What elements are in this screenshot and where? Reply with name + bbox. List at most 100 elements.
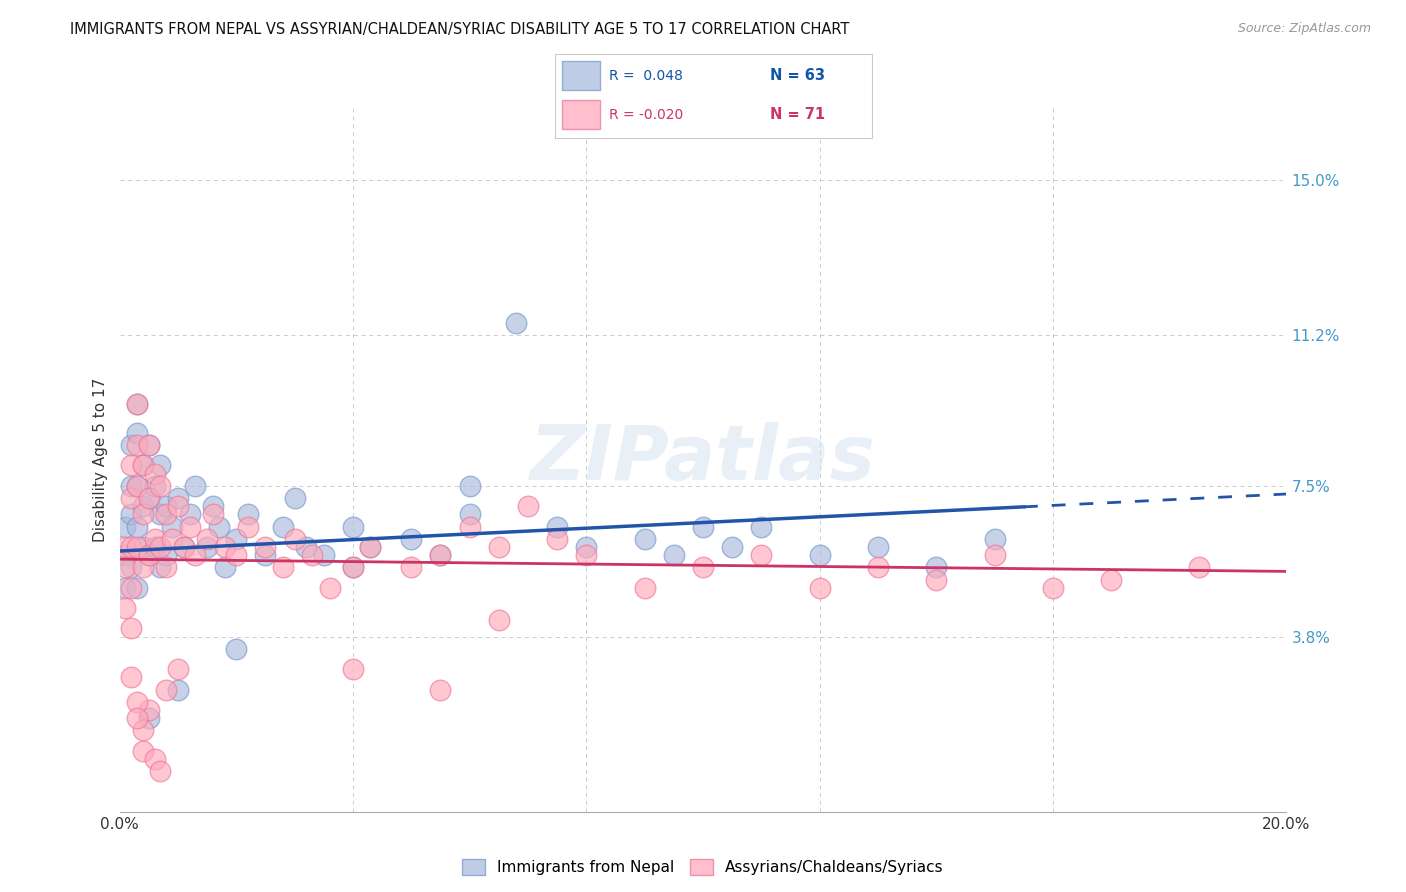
Point	[488, 613, 510, 627]
Point	[692, 560, 714, 574]
Point	[749, 519, 772, 533]
Point	[132, 560, 155, 574]
Point	[120, 560, 142, 574]
Point	[505, 316, 527, 330]
Point	[114, 548, 136, 562]
Point	[342, 560, 364, 574]
Point	[184, 479, 207, 493]
Point	[179, 519, 201, 533]
Point	[575, 540, 598, 554]
Point	[195, 532, 218, 546]
Point	[173, 540, 195, 554]
Point	[138, 438, 160, 452]
Text: R = -0.020: R = -0.020	[609, 108, 683, 121]
Point	[114, 560, 136, 574]
Point	[225, 532, 247, 546]
Point	[138, 491, 160, 505]
Point	[149, 540, 172, 554]
Point	[138, 703, 160, 717]
Point	[120, 458, 142, 473]
Point	[458, 508, 481, 522]
Point	[662, 548, 685, 562]
Point	[866, 560, 889, 574]
Text: ZIPatlas: ZIPatlas	[530, 423, 876, 496]
Point	[318, 581, 340, 595]
Point	[359, 540, 381, 554]
Point	[342, 662, 364, 676]
Point	[132, 500, 155, 514]
Point	[633, 581, 655, 595]
Point	[429, 682, 451, 697]
Point	[125, 540, 148, 554]
Point	[399, 560, 422, 574]
Point	[143, 532, 166, 546]
Point	[173, 540, 195, 554]
Point	[125, 425, 148, 440]
Point	[120, 670, 142, 684]
Point	[143, 479, 166, 493]
Point	[120, 540, 142, 554]
Point	[1188, 560, 1211, 574]
Point	[283, 532, 307, 546]
Point	[125, 438, 148, 452]
Point	[208, 519, 231, 533]
Y-axis label: Disability Age 5 to 17: Disability Age 5 to 17	[93, 377, 108, 541]
Point	[214, 540, 236, 554]
Point	[546, 532, 568, 546]
Point	[749, 548, 772, 562]
Point	[132, 723, 155, 738]
Point	[160, 519, 183, 533]
Text: Source: ZipAtlas.com: Source: ZipAtlas.com	[1237, 22, 1371, 36]
Point	[120, 479, 142, 493]
Point	[149, 560, 172, 574]
Point	[692, 519, 714, 533]
Point	[1099, 573, 1122, 587]
Point	[179, 508, 201, 522]
Legend: Immigrants from Nepal, Assyrians/Chaldeans/Syriacs: Immigrants from Nepal, Assyrians/Chaldea…	[456, 854, 950, 881]
Point	[120, 491, 142, 505]
Point	[125, 695, 148, 709]
Text: N = 71: N = 71	[770, 107, 825, 122]
Point	[342, 519, 364, 533]
Point	[517, 500, 540, 514]
Point	[808, 581, 831, 595]
Point	[114, 581, 136, 595]
Point	[143, 752, 166, 766]
Point	[195, 540, 218, 554]
Point	[120, 622, 142, 636]
Point	[155, 508, 177, 522]
Point	[149, 508, 172, 522]
Point	[283, 491, 307, 505]
Point	[138, 548, 160, 562]
Point	[149, 479, 172, 493]
Point	[138, 438, 160, 452]
Point	[132, 508, 155, 522]
Point	[721, 540, 744, 554]
Point	[359, 540, 381, 554]
Point	[149, 458, 172, 473]
Point	[254, 548, 277, 562]
Point	[429, 548, 451, 562]
Point	[808, 548, 831, 562]
FancyBboxPatch shape	[562, 100, 599, 129]
Point	[132, 540, 155, 554]
Point	[399, 532, 422, 546]
Point	[166, 682, 188, 697]
Point	[983, 532, 1005, 546]
Point	[114, 540, 136, 554]
Point	[125, 711, 148, 725]
Point	[201, 508, 224, 522]
Point	[225, 641, 247, 656]
Text: N = 63: N = 63	[770, 68, 825, 83]
Point	[155, 560, 177, 574]
Point	[125, 581, 148, 595]
Point	[114, 519, 136, 533]
Point	[166, 491, 188, 505]
Point	[546, 519, 568, 533]
Point	[295, 540, 318, 554]
Point	[925, 560, 948, 574]
Point	[254, 540, 277, 554]
Point	[125, 397, 148, 411]
Point	[125, 397, 148, 411]
Point	[125, 479, 148, 493]
